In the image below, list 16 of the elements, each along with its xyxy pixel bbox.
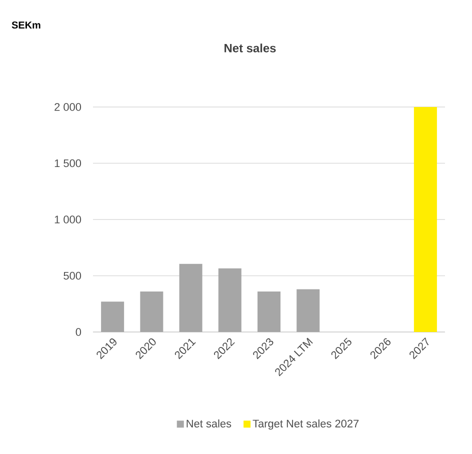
chart-title: Net sales	[224, 44, 276, 52]
y-tick-label: 0	[76, 328, 82, 336]
legend-label: Net sales	[186, 419, 232, 428]
bar	[140, 291, 164, 332]
bar	[296, 289, 320, 332]
y-tick-label: 1 500	[54, 159, 82, 168]
bar	[101, 302, 124, 332]
text: SEKm	[12, 22, 40, 29]
bar	[258, 291, 280, 332]
bar	[179, 264, 202, 332]
y-tick-label: 2 000	[54, 103, 82, 111]
y-tick-label: 1 000	[54, 216, 82, 224]
bar	[414, 106, 437, 332]
y-tick-label: 500	[64, 272, 82, 280]
legend-label: Target Net sales 2027	[252, 419, 359, 430]
bar	[218, 268, 242, 332]
